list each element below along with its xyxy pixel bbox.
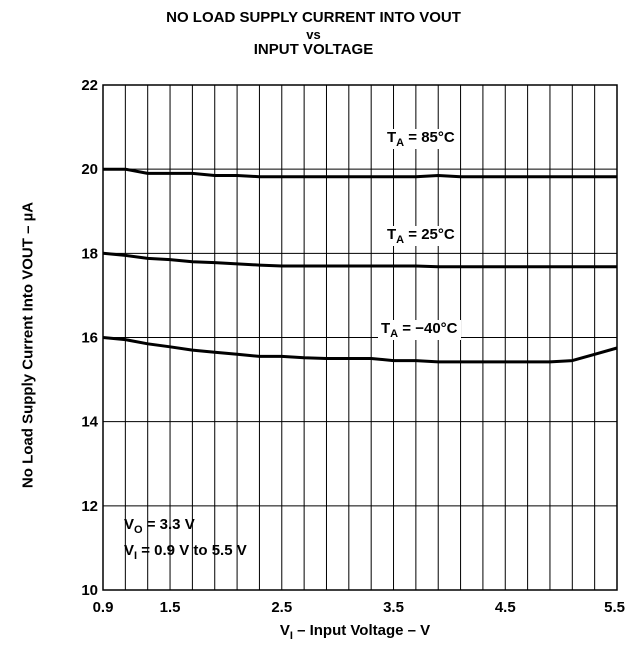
series-label-minus40c: TA = −40°C — [378, 320, 461, 340]
x-tick-label: 1.5 — [160, 599, 181, 616]
series-line-2 — [102, 336, 618, 364]
x-axis-label-symbol: V — [279, 622, 290, 639]
series-label-85c-subscript: A — [396, 137, 405, 149]
annotation-vi-text: = 0.9 V to 5.5 V — [137, 542, 247, 559]
series-label-85c-text: = 85°C — [404, 129, 455, 146]
annotation-vo-text: = 3.3 V — [142, 516, 195, 533]
y-tick-label: 16 — [81, 330, 98, 347]
series-label-25c-symbol: T — [387, 226, 397, 243]
x-tick-label: 0.9 — [93, 599, 114, 616]
y-tick-label: 22 — [81, 77, 98, 94]
y-tick-label: 14 — [81, 414, 98, 431]
series-label-85c-symbol: T — [387, 129, 397, 146]
series-label-25c: TA = 25°C — [384, 226, 458, 246]
series-label-85c: TA = 85°C — [384, 129, 458, 149]
x-tick-label: 3.5 — [383, 599, 404, 616]
series-label-minus40c-subscript: A — [390, 328, 399, 340]
y-tick-label: 10 — [81, 582, 98, 599]
series-label-minus40c-text: = −40°C — [398, 320, 458, 337]
annotation-vo-symbol: V — [124, 516, 135, 533]
y-tick-label: 12 — [81, 498, 98, 515]
x-tick-label: 2.5 — [271, 599, 292, 616]
chart-title-line-3: INPUT VOLTAGE — [253, 41, 374, 58]
annotation-vi: VI = 0.9 V to 5.5 V — [124, 542, 247, 562]
x-axis-label: VI – Input Voltage – V — [280, 622, 430, 642]
chart-title-line-2: vs — [306, 27, 321, 42]
x-axis-label-subscript: I — [289, 630, 293, 642]
y-tick-label: 20 — [81, 161, 98, 178]
series-label-minus40c-symbol: T — [381, 320, 391, 337]
tick-labels: 10 12 14 16 18 20 22 0.9 1.5 2.5 3.5 4.5 5.5 — [81, 77, 625, 616]
grid-lines — [103, 85, 617, 590]
annotation-vi-symbol: V — [124, 542, 135, 559]
annotation-vo-subscript: O — [134, 524, 143, 536]
series-label-25c-text: = 25°C — [404, 226, 455, 243]
series-line-1 — [102, 251, 617, 269]
series-line-0 — [103, 167, 617, 179]
x-tick-label: 4.5 — [495, 599, 516, 616]
series-label-25c-subscript: A — [396, 234, 405, 246]
x-tick-label: 5.5 — [604, 599, 625, 616]
y-tick-label: 18 — [81, 245, 98, 262]
y-axis-label: No Load Supply Current Into VOUT – µA — [19, 201, 37, 489]
annotation-vo: VO = 3.3 V — [124, 516, 195, 536]
x-axis-label-text: – Input Voltage – V — [292, 622, 431, 639]
annotation-vi-subscript: I — [134, 550, 138, 562]
chart-title-line-1: NO LOAD SUPPLY CURRENT INTO VOUT — [166, 9, 461, 26]
series-group — [102, 167, 618, 364]
